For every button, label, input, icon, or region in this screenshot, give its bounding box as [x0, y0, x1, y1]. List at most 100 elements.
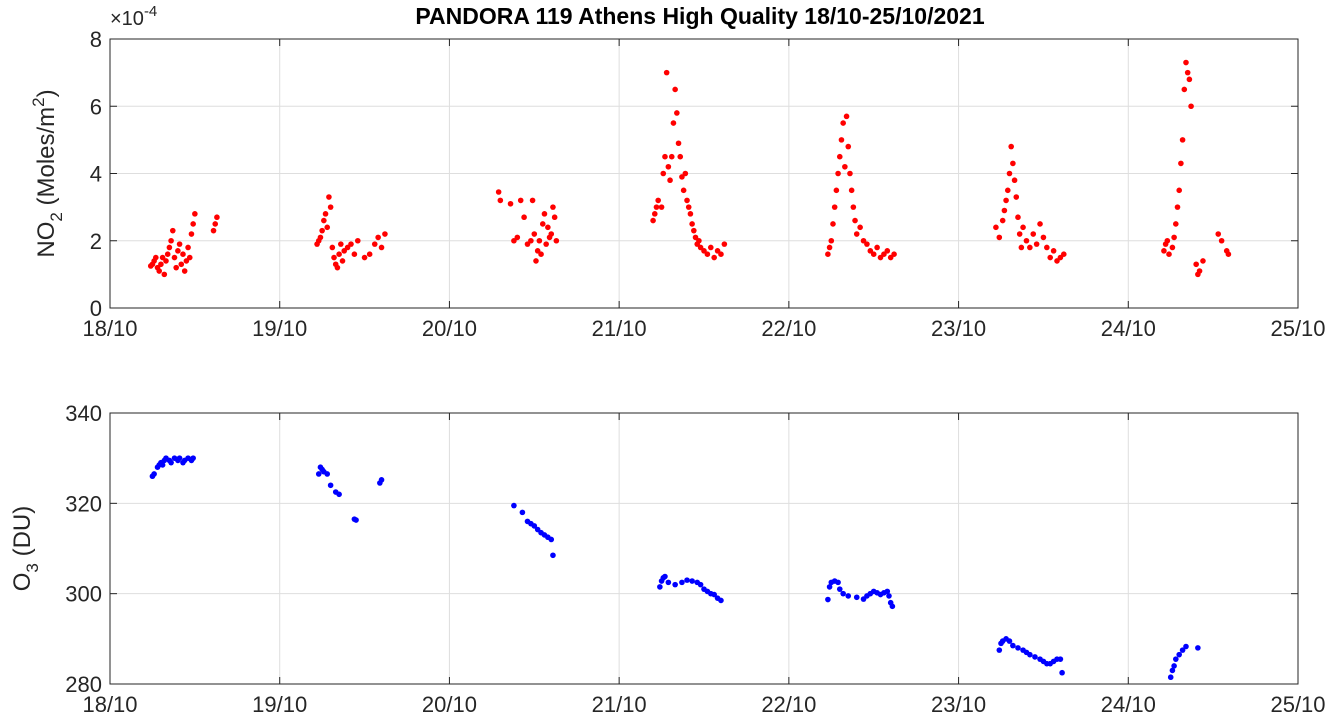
o3-point-62 [835, 579, 841, 586]
no2-point-74 [543, 241, 549, 247]
no2-point-10 [164, 251, 171, 257]
o3-ylabel: O3 (DU) [9, 506, 42, 591]
no2-point-37 [326, 194, 332, 200]
no2-point-18 [178, 261, 185, 268]
no2-point-80 [553, 237, 560, 244]
no2-point-84 [655, 197, 661, 204]
o3-xtick-label-2: 20/10 [422, 692, 477, 717]
no2-point-24 [188, 231, 195, 237]
no2-point-104 [691, 227, 697, 234]
no2-point-81 [650, 217, 656, 224]
no2-point-36 [324, 224, 331, 231]
no2-point-176 [1169, 244, 1176, 251]
no2-point-22 [185, 244, 191, 251]
no2-point-63 [521, 214, 527, 221]
o3-point-47 [679, 579, 685, 586]
no2-point-184 [1183, 59, 1189, 66]
no2-ytick-label-1: 2 [90, 229, 102, 254]
no2-point-11 [166, 244, 173, 251]
o3-point-102 [1179, 647, 1186, 653]
o3-ytick-label-0: 280 [65, 672, 102, 697]
no2-point-191 [1200, 258, 1206, 264]
no2-point-131 [850, 204, 857, 210]
o3-point-45 [665, 579, 672, 586]
no2-point-117 [826, 244, 833, 251]
o3-point-104 [1195, 645, 1201, 651]
no2-point-58 [497, 197, 504, 204]
no2-ytick-label-2: 4 [90, 162, 102, 187]
o3-point-30 [511, 502, 517, 509]
no2-point-161 [1027, 244, 1033, 251]
no2-point-187 [1188, 103, 1194, 110]
no2-point-110 [704, 251, 711, 257]
o3-point-87 [1027, 651, 1033, 658]
no2-point-174 [1164, 237, 1171, 244]
no2-point-28 [212, 221, 219, 227]
no2-ytick-label-3: 6 [90, 94, 102, 119]
no2-point-34 [321, 217, 327, 224]
no2-point-43 [336, 251, 342, 257]
o3-point-100 [1173, 656, 1179, 662]
no2-point-160 [1023, 237, 1030, 244]
no2-point-165 [1040, 234, 1047, 241]
no2-point-181 [1178, 160, 1184, 167]
no2-point-25 [190, 221, 196, 227]
no2-point-92 [670, 120, 677, 126]
no2-point-164 [1037, 221, 1043, 227]
no2-xtick-label-5: 23/10 [931, 316, 986, 341]
no2-point-152 [1008, 143, 1014, 150]
no2-point-168 [1050, 248, 1057, 254]
o3-point-51 [697, 581, 704, 588]
no2-point-116 [825, 251, 831, 257]
no2-point-118 [828, 237, 835, 244]
no2-point-179 [1174, 204, 1181, 210]
no2-point-6 [158, 261, 164, 268]
no2-point-67 [531, 231, 538, 237]
no2-point-51 [361, 254, 368, 261]
chart-title: PANDORA 119 Athens High Quality 18/10-25… [415, 3, 984, 29]
no2-point-57 [495, 189, 502, 195]
no2-point-148 [1001, 207, 1008, 214]
no2-point-121 [833, 187, 840, 194]
no2-point-163 [1033, 241, 1040, 247]
o3-point-12 [176, 455, 183, 461]
no2-point-40 [331, 254, 337, 261]
o3-point-5 [159, 462, 166, 468]
no2-point-185 [1184, 69, 1191, 76]
no2-point-180 [1176, 187, 1182, 194]
o3-point-88 [1032, 654, 1038, 660]
no2-point-99 [682, 170, 689, 177]
no2-ytick-label-0: 0 [90, 296, 102, 321]
no2-point-65 [528, 237, 534, 244]
no2-point-190 [1196, 268, 1203, 274]
no2-point-83 [653, 204, 660, 210]
o3-point-57 [718, 597, 724, 604]
no2-point-42 [334, 264, 341, 271]
no2-point-85 [658, 204, 665, 210]
no2-point-86 [660, 170, 667, 177]
no2-point-126 [842, 163, 848, 170]
no2-point-52 [366, 251, 373, 257]
no2-point-93 [672, 86, 678, 93]
o3-point-23 [327, 482, 334, 489]
no2-point-102 [687, 211, 694, 217]
no2-xtick-label-2: 20/10 [422, 316, 477, 341]
no2-point-71 [538, 251, 544, 257]
no2-point-94 [674, 110, 680, 116]
no2-point-96 [677, 153, 684, 160]
no2-point-128 [845, 143, 852, 150]
no2-point-155 [1013, 194, 1020, 200]
o3-point-41 [657, 584, 663, 590]
no2-point-171 [1060, 251, 1067, 257]
no2-point-167 [1047, 254, 1054, 261]
o3-point-49 [689, 578, 695, 584]
o3-point-29 [378, 477, 385, 483]
no2-point-19 [180, 251, 186, 257]
no2-point-16 [175, 248, 181, 254]
no2-point-142 [884, 248, 891, 254]
no2-point-9 [163, 258, 169, 264]
no2-point-56 [382, 231, 388, 237]
no2-point-79 [551, 214, 558, 221]
no2-point-48 [348, 241, 354, 247]
